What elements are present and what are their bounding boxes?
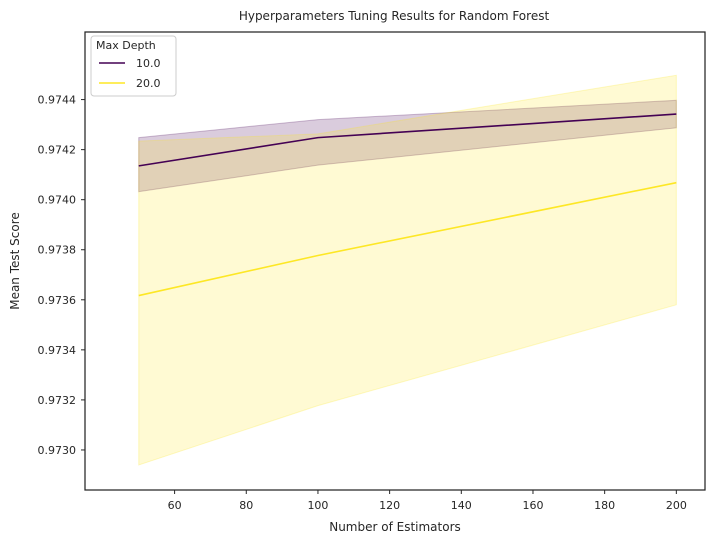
y-tick-label: 0.9744 — [38, 94, 77, 107]
y-axis-label: Mean Test Score — [8, 212, 22, 310]
y-axis-ticks: 0.9730 0.9732 0.9734 0.9736 0.9738 0.9740 0.97… — [38, 94, 85, 457]
legend-box — [90, 35, 177, 97]
x-tick-label: 140 — [451, 499, 472, 512]
legend: Max Depth 10.0 20.0 — [90, 35, 177, 97]
x-tick-label: 180 — [594, 499, 615, 512]
x-tick-label: 100 — [307, 499, 328, 512]
y-tick-label: 0.9734 — [38, 344, 77, 357]
confidence-band-20-0 — [138, 74, 677, 466]
y-tick-label: 0.9738 — [38, 244, 77, 257]
legend-items: 10.0 20.0 — [99, 57, 161, 90]
x-axis-label: Number of Estimators — [329, 520, 461, 534]
series-lines — [138, 113, 677, 297]
x-tick-label: 80 — [239, 499, 253, 512]
legend-title: Max Depth — [96, 39, 156, 52]
y-tick-label: 0.9732 — [38, 394, 77, 407]
x-tick-label: 200 — [666, 499, 687, 512]
x-tick-label: 160 — [522, 499, 543, 512]
series-line-20-0 — [138, 181, 677, 297]
x-axis-ticks: 60 80 100 120 140 160 180 200 — [168, 490, 687, 512]
legend-label-20-0: 20.0 — [136, 77, 161, 90]
plot-frame — [84, 31, 706, 491]
x-tick-label: 60 — [168, 499, 182, 512]
y-tick-label: 0.9730 — [38, 444, 77, 457]
legend-label-10-0: 10.0 — [136, 57, 161, 70]
series-line-10-0 — [138, 113, 677, 167]
y-tick-label: 0.9742 — [38, 144, 77, 157]
chart-title: Hyperparameters Tuning Results for Rando… — [239, 9, 550, 23]
x-tick-label: 120 — [379, 499, 400, 512]
y-tick-label: 0.9736 — [38, 294, 77, 307]
y-tick-label: 0.9740 — [38, 194, 77, 207]
